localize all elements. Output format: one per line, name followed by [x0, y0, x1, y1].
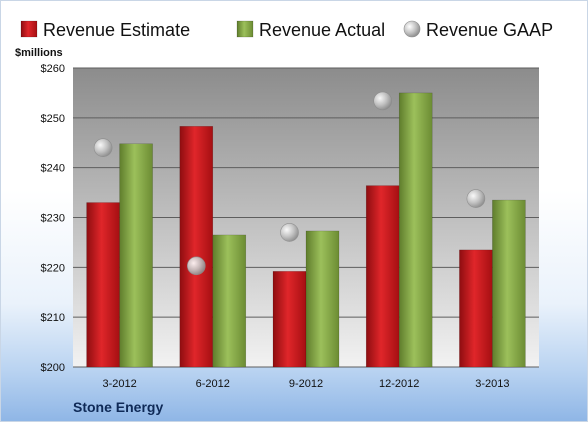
- x-category-label: 3-2012: [102, 378, 136, 390]
- gaap-marker: [93, 138, 113, 158]
- x-category-label: 6-2012: [196, 378, 230, 390]
- gaap-marker: [373, 91, 393, 111]
- legend-label: Revenue GAAP: [426, 20, 553, 40]
- actual-bar: [492, 199, 526, 368]
- legend-swatch-gaap: [403, 20, 421, 38]
- actual-bar: [398, 92, 433, 368]
- legend-label: Revenue Actual: [259, 20, 385, 40]
- actual-bar: [119, 143, 153, 368]
- y-tick-label: $260: [41, 63, 65, 75]
- y-tick-label: $240: [41, 163, 65, 175]
- estimate-bar: [272, 271, 307, 368]
- gaap-marker: [280, 223, 299, 242]
- y-tick-label: $230: [41, 213, 65, 225]
- x-category-label: 12-2012: [379, 378, 419, 390]
- x-category-label: 9-2012: [289, 378, 323, 390]
- estimate-bar: [459, 249, 493, 368]
- y-tick-label: $250: [41, 113, 65, 125]
- x-category-label: 3-2013: [475, 378, 509, 390]
- actual-bar: [305, 230, 340, 368]
- y-tick-label: $220: [41, 262, 65, 274]
- legend-swatch-actual: [236, 20, 254, 38]
- y-axis-unit-label: $millions: [15, 47, 63, 59]
- legend-label: Revenue Estimate: [43, 20, 190, 40]
- y-tick-label: $200: [41, 362, 65, 374]
- actual-bar: [212, 234, 247, 368]
- y-tick-label: $210: [41, 312, 65, 324]
- estimate-bar: [365, 185, 400, 368]
- estimate-bar: [86, 202, 120, 368]
- legend-swatch-estimate: [20, 20, 38, 38]
- gaap-marker: [466, 189, 486, 208]
- estimate-bar: [179, 126, 214, 368]
- gaap-marker: [187, 256, 206, 276]
- company-name: Stone Energy: [73, 399, 163, 415]
